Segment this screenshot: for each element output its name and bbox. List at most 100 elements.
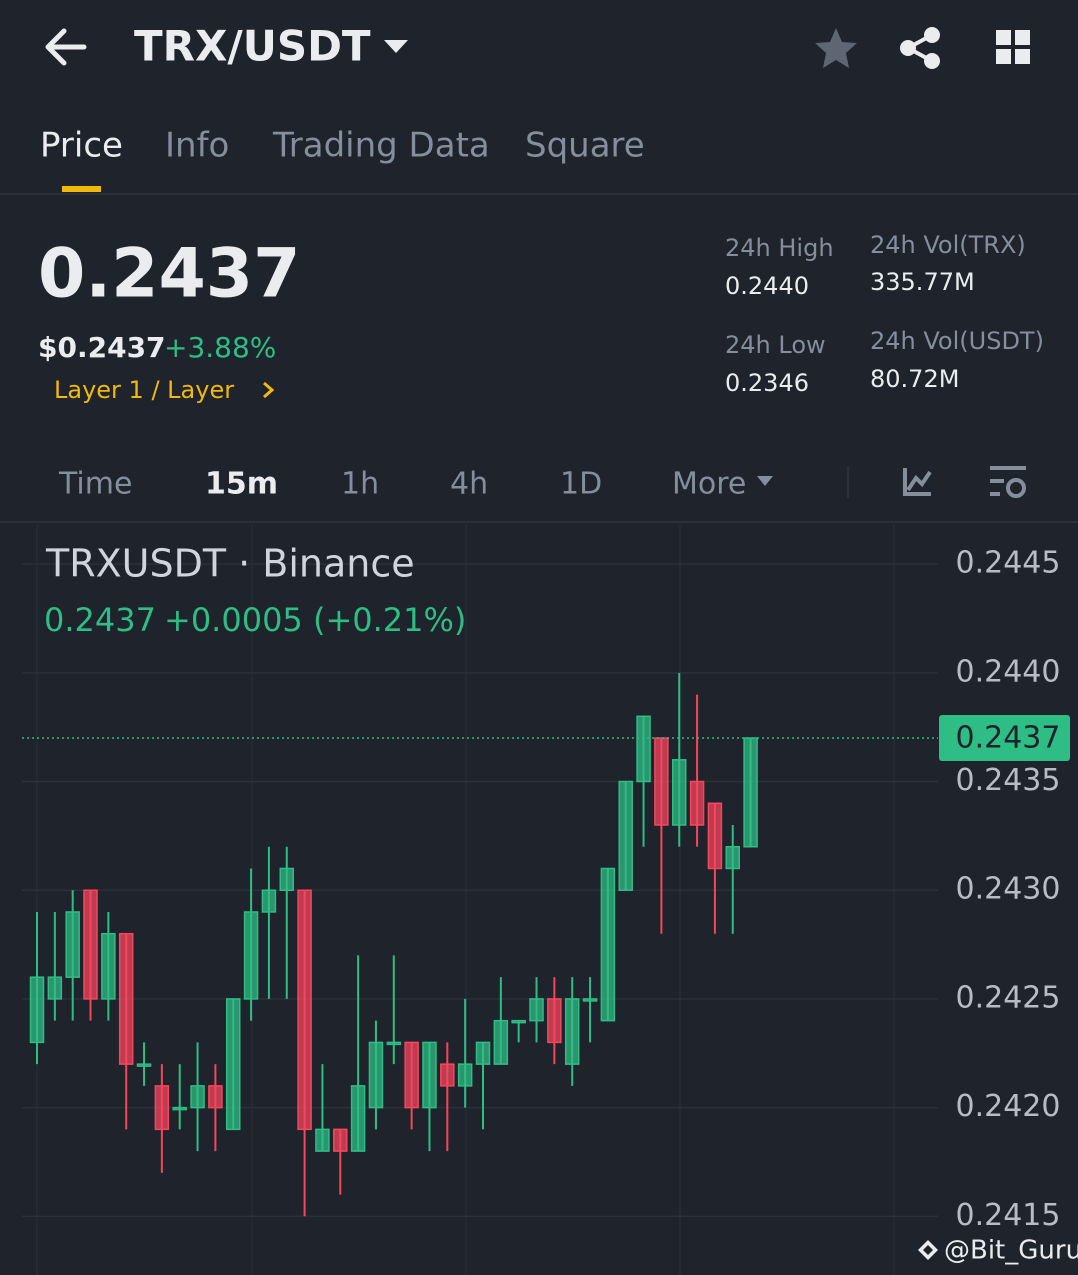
- candle-body: [600, 867, 616, 1022]
- tab[interactable]: Square: [525, 126, 645, 166]
- grid-menu-icon[interactable]: [996, 30, 1030, 64]
- interval-more[interactable]: More: [672, 467, 746, 502]
- candle-body: [689, 780, 705, 826]
- candle-body: [654, 737, 669, 826]
- candle-body: [279, 867, 295, 891]
- candle-body: [368, 1041, 384, 1109]
- y-tick-label: 0.2415: [956, 1198, 1061, 1233]
- interval[interactable]: 4h: [450, 467, 488, 502]
- back-button[interactable]: [45, 28, 87, 66]
- last-price: 0.2437: [38, 235, 300, 314]
- candle-body: [172, 1106, 187, 1111]
- stat-value: 0.2440: [725, 272, 809, 300]
- interval[interactable]: Time: [58, 467, 132, 502]
- candle-body: [547, 998, 562, 1044]
- stat-label: 24h High: [725, 234, 834, 262]
- stat-value: 335.77M: [870, 268, 975, 296]
- tab-indicator: [62, 186, 101, 192]
- candle-body: [47, 976, 63, 1000]
- y-tick-label: 0.2420: [956, 1089, 1061, 1124]
- candle-body: [529, 998, 544, 1022]
- candle-body: [671, 759, 687, 826]
- y-tick-label: 0.2435: [956, 763, 1061, 798]
- candle-body: [261, 889, 277, 913]
- price-axis: 0.2415 0.2420 0.2425 0.2430 0.2435 0.2440 0.24…: [939, 546, 1070, 1233]
- candle-body: [618, 780, 633, 891]
- chart-price: 0.2437: [44, 601, 156, 639]
- price-change: +3.88%: [164, 331, 276, 364]
- grid-cell: [1015, 30, 1030, 45]
- pair-title[interactable]: TRX/USDT: [134, 22, 371, 71]
- pair-caret[interactable]: [384, 40, 408, 53]
- chart-title: TRXUSDT · Binance: [45, 542, 415, 586]
- grid-cell: [996, 49, 1011, 64]
- candle-body: [315, 1128, 330, 1152]
- stat-label: 24h Vol(USDT): [870, 327, 1044, 355]
- share-lines: [903, 33, 933, 63]
- candle-body: [243, 911, 259, 1000]
- tag-chevron[interactable]: [263, 381, 275, 399]
- stat-value: 0.2346: [725, 369, 809, 397]
- tab[interactable]: Info: [165, 126, 229, 166]
- settings-icon[interactable]: [990, 466, 1026, 498]
- share-icon[interactable]: [900, 27, 940, 69]
- candle-body: [457, 1063, 473, 1087]
- candle-body: [225, 998, 241, 1131]
- watermark-logo: [918, 1240, 938, 1260]
- candle-body: [29, 976, 45, 1044]
- more-caret[interactable]: [757, 476, 773, 486]
- candle-body: [493, 1019, 509, 1065]
- candle-body: [404, 1041, 419, 1109]
- candle-body: [440, 1063, 455, 1087]
- candle-body: [386, 1041, 402, 1046]
- candle-body: [208, 1085, 223, 1109]
- candle-body: [743, 737, 758, 848]
- tab-active[interactable]: Price: [40, 126, 123, 166]
- candle-body: [65, 911, 80, 978]
- favorite-icon[interactable]: [815, 28, 857, 68]
- candle-body: [136, 1063, 152, 1067]
- settings-gear: [1006, 478, 1026, 498]
- tab[interactable]: Trading Data: [272, 126, 490, 166]
- y-tick-label: 0.2430: [956, 872, 1061, 907]
- interval[interactable]: 1h: [341, 467, 379, 502]
- chart-change: +0.0005 (+0.21%): [164, 601, 466, 639]
- y-tick-label: 0.2425: [956, 980, 1061, 1015]
- candle-body: [725, 845, 741, 870]
- stat-value: 80.72M: [870, 365, 959, 393]
- settings-lines: [990, 466, 1026, 496]
- stat-label: 24h Low: [725, 331, 826, 359]
- candle-body: [154, 1085, 170, 1131]
- indicator-icon[interactable]: [903, 468, 932, 496]
- candles: [22, 672, 938, 1217]
- back-arrow: [45, 28, 87, 66]
- candle-body: [582, 998, 598, 1002]
- candle-body: [707, 802, 723, 870]
- stat-label: 24h Vol(TRX): [870, 231, 1026, 259]
- usd-price: $0.2437: [38, 331, 166, 364]
- candle-body: [564, 998, 580, 1065]
- category-tag[interactable]: Layer 1 / Layer: [54, 376, 234, 404]
- last-price-label: 0.2437: [956, 721, 1061, 756]
- y-tick-label: 0.2445: [956, 546, 1061, 581]
- candle-body: [190, 1085, 205, 1109]
- y-tick-label: 0.2440: [956, 654, 1061, 689]
- interval[interactable]: 1D: [560, 467, 602, 502]
- interval-active[interactable]: 15m: [205, 467, 278, 502]
- candle-body: [101, 932, 116, 1000]
- candle-body: [350, 1085, 366, 1152]
- last-price-badge: [939, 715, 1070, 762]
- grid-cell: [996, 30, 1011, 45]
- candle-body: [297, 889, 312, 1131]
- candle-body: [118, 932, 134, 1065]
- candle-body: [422, 1041, 437, 1109]
- watermark: @Bit_Guru: [944, 1236, 1078, 1266]
- candle-body: [83, 889, 98, 1000]
- candle-body: [475, 1041, 491, 1065]
- candle-body: [333, 1128, 348, 1152]
- candle-body: [636, 715, 651, 783]
- grid-cell: [1015, 49, 1030, 64]
